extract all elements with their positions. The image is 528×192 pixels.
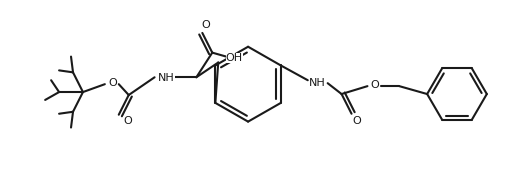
Text: O: O xyxy=(352,116,361,126)
Text: O: O xyxy=(370,80,379,90)
Text: NH: NH xyxy=(158,73,175,83)
Text: OH: OH xyxy=(225,53,243,63)
Text: O: O xyxy=(108,78,117,88)
Text: NH: NH xyxy=(309,78,326,88)
Text: O: O xyxy=(124,116,132,126)
Text: O: O xyxy=(201,20,210,30)
